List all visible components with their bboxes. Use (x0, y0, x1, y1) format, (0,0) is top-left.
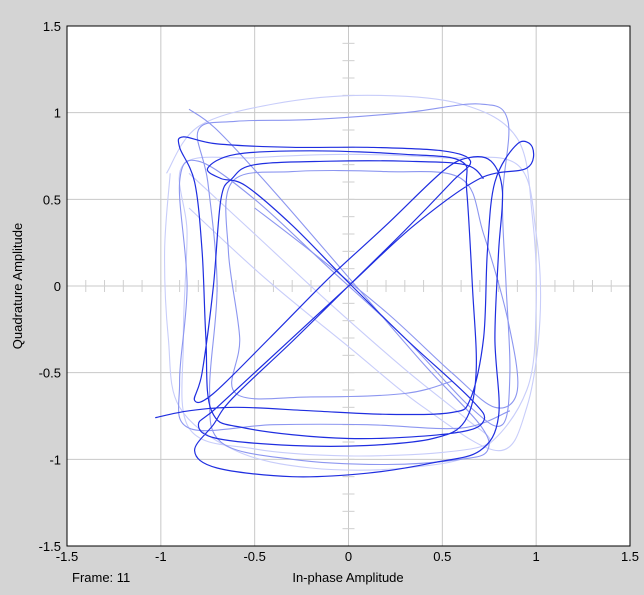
y-tick-label: 0.5 (43, 192, 61, 207)
x-axis-label: In-phase Amplitude (292, 570, 403, 585)
series-line-current (155, 136, 535, 478)
plot-border (66, 25, 631, 547)
y-tick-label: 0 (54, 279, 61, 294)
y-tick-label: -1 (49, 452, 61, 467)
y-tick-labels: 1.5 1 0.5 0 -0.5 -1 -1.5 (39, 19, 61, 554)
x-tick-label: -1 (155, 549, 167, 564)
x-tick-label: -0.5 (243, 549, 265, 564)
series-line-history (225, 169, 519, 409)
x-tick-label: 0 (345, 549, 352, 564)
trajectory-series (155, 94, 542, 478)
y-tick-label: 1 (54, 106, 61, 121)
y-tick-label: -1.5 (39, 539, 61, 554)
y-tick-label: -0.5 (39, 366, 61, 381)
y-tick-label: 1.5 (43, 19, 61, 34)
x-tick-label: 1.5 (621, 549, 639, 564)
frame-counter-label: Frame: 11 (72, 570, 130, 585)
x-tick-labels: -1.5 -1 -0.5 0 0.5 1 1.5 (56, 549, 639, 564)
series-line-faded (164, 94, 537, 471)
x-tick-label: 1 (533, 549, 540, 564)
x-tick-label: -1.5 (56, 549, 78, 564)
y-axis-label: Quadrature Amplitude (10, 223, 25, 349)
series-line-history (177, 103, 511, 466)
x-tick-label: 0.5 (433, 549, 451, 564)
